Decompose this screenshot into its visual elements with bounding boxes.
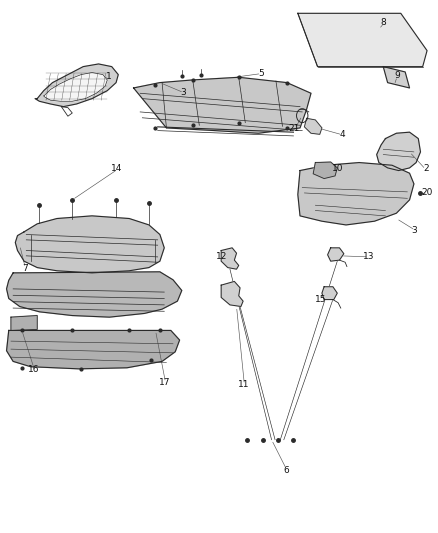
Polygon shape [35, 64, 118, 107]
Polygon shape [328, 248, 344, 261]
Text: 14: 14 [111, 165, 123, 173]
Polygon shape [322, 287, 337, 300]
Polygon shape [304, 118, 322, 134]
Text: 13: 13 [363, 253, 374, 261]
Polygon shape [15, 216, 164, 273]
Polygon shape [134, 77, 311, 133]
Polygon shape [221, 248, 239, 269]
Text: 3: 3 [411, 226, 417, 235]
Text: 21: 21 [289, 125, 300, 133]
Text: 8: 8 [381, 18, 387, 27]
Text: 7: 7 [22, 264, 28, 272]
Text: 15: 15 [315, 295, 326, 304]
Text: 9: 9 [394, 71, 400, 80]
Text: 4: 4 [340, 130, 345, 139]
Polygon shape [7, 272, 182, 317]
Text: 10: 10 [332, 165, 343, 173]
Text: 11: 11 [238, 381, 250, 389]
Polygon shape [221, 281, 243, 306]
Text: 2: 2 [423, 165, 428, 173]
Polygon shape [7, 330, 180, 369]
Text: 12: 12 [216, 253, 228, 261]
Text: 5: 5 [258, 69, 265, 77]
Text: 17: 17 [159, 378, 171, 386]
Text: 3: 3 [180, 88, 186, 96]
Polygon shape [298, 13, 427, 67]
Polygon shape [313, 162, 337, 179]
Text: 16: 16 [28, 365, 39, 374]
Polygon shape [11, 316, 37, 330]
Polygon shape [377, 132, 420, 171]
Polygon shape [298, 163, 414, 225]
Text: 1: 1 [106, 72, 112, 80]
Text: 6: 6 [283, 466, 289, 475]
Polygon shape [44, 72, 107, 101]
Polygon shape [383, 67, 410, 88]
Text: 20: 20 [422, 189, 433, 197]
